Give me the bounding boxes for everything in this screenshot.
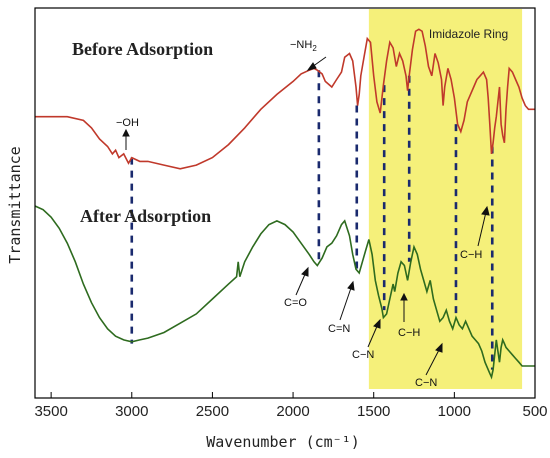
x-axis-title: Wavenumber (cm⁻¹): [206, 433, 360, 451]
x-tick-label: 3500: [34, 403, 67, 420]
x-tick-label: 3000: [115, 403, 148, 420]
x-tick-label: 500: [522, 403, 547, 420]
c-h-arrowhead-1: [400, 292, 408, 301]
x-axis: 3500 3000 2500 2000 1500 1000 500: [34, 392, 548, 420]
x-tick-label: 2500: [196, 403, 229, 420]
marker-lines: [130, 70, 494, 370]
y-axis-title: Transmittance: [6, 146, 24, 263]
after-adsorption-title: After Adsorption: [80, 206, 211, 226]
before-adsorption-title: Before Adsorption: [72, 39, 213, 59]
c-n-double-arrowhead: [347, 280, 355, 291]
nh2-arrowhead: [306, 62, 317, 71]
c-n-arrow-2: [425, 347, 441, 376]
c-n-label-2: C−N: [415, 377, 437, 389]
c-n-double-label: C=N: [328, 323, 350, 335]
imidazole-ring-region: [368, 9, 523, 389]
c-h-label-1: C−H: [398, 327, 420, 339]
before-adsorption-line: [35, 28, 535, 170]
x-tick-label: 2000: [276, 403, 309, 420]
c-o-arrow: [295, 271, 307, 296]
nh2-label: −NH2: [290, 39, 317, 53]
peak-annotations: −OH −NH2 C=O C=N C−N C−H C−N C−H: [116, 39, 490, 389]
c-n-arrowhead-2: [435, 342, 443, 353]
c-h-label-2: C−H: [460, 249, 482, 261]
c-n-double-arrow: [339, 284, 353, 321]
x-tick-label: 1500: [357, 403, 390, 420]
c-o-label: C=O: [284, 297, 307, 309]
x-tick-label: 1000: [438, 403, 471, 420]
c-h-arrowhead-2: [481, 205, 490, 216]
c-h-arrow-2: [477, 211, 487, 247]
c-o-arrowhead: [301, 266, 309, 277]
imidazole-ring-label: Imidazole Ring: [429, 27, 508, 41]
oh-label: −OH: [116, 117, 139, 129]
c-n-arrowhead-1: [373, 318, 381, 329]
c-n-arrow-1: [367, 323, 379, 348]
after-adsorption-line: [34, 205, 535, 380]
plot-frame: [34, 7, 536, 399]
oh-arrowhead: [122, 128, 130, 137]
c-n-label-1: C−N: [352, 349, 374, 361]
